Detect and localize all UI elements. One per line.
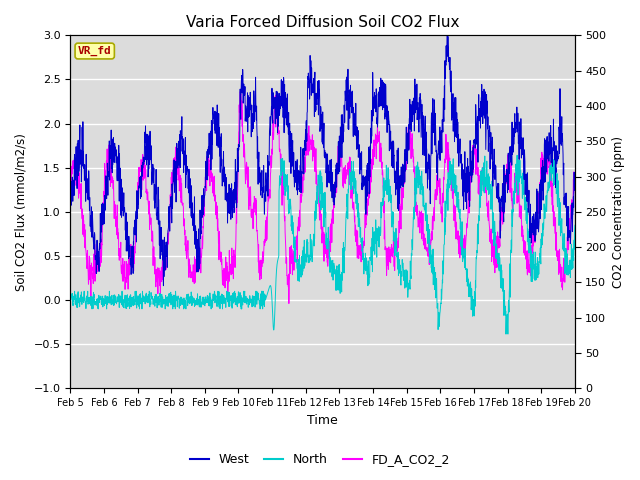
FD_A_CO2_2: [67, 184, 74, 190]
West: [67, 183, 74, 189]
North: [571, 222, 579, 228]
FD_A_CO2_2: [92, 264, 100, 270]
X-axis label: Time: Time: [307, 414, 338, 427]
West: [159, 283, 167, 288]
North: [298, 263, 306, 268]
FD_A_CO2_2: [557, 262, 564, 267]
West: [444, 27, 451, 33]
North: [312, 198, 319, 204]
Line: West: West: [70, 30, 575, 286]
West: [557, 131, 564, 136]
North: [513, 153, 521, 158]
West: [571, 185, 579, 191]
North: [92, 300, 100, 306]
North: [67, 300, 74, 306]
North: [464, 275, 472, 281]
FD_A_CO2_2: [236, 89, 244, 95]
FD_A_CO2_2: [312, 181, 320, 187]
West: [557, 120, 564, 126]
Y-axis label: Soil CO2 Flux (mmol/m2/s): Soil CO2 Flux (mmol/m2/s): [15, 133, 28, 291]
North: [557, 219, 564, 225]
FD_A_CO2_2: [557, 265, 564, 271]
Line: North: North: [70, 156, 575, 334]
FD_A_CO2_2: [571, 177, 579, 182]
FD_A_CO2_2: [299, 190, 307, 196]
North: [502, 331, 510, 337]
West: [464, 163, 472, 169]
West: [299, 147, 307, 153]
North: [557, 233, 564, 239]
Text: VR_fd: VR_fd: [78, 46, 111, 56]
Legend: West, North, FD_A_CO2_2: West, North, FD_A_CO2_2: [185, 448, 455, 471]
FD_A_CO2_2: [285, 300, 292, 306]
Title: Varia Forced Diffusion Soil CO2 Flux: Varia Forced Diffusion Soil CO2 Flux: [186, 15, 460, 30]
Y-axis label: CO2 Concentration (ppm): CO2 Concentration (ppm): [612, 136, 625, 288]
Line: FD_A_CO2_2: FD_A_CO2_2: [70, 92, 575, 303]
FD_A_CO2_2: [464, 202, 472, 208]
West: [312, 108, 320, 113]
West: [92, 252, 100, 258]
